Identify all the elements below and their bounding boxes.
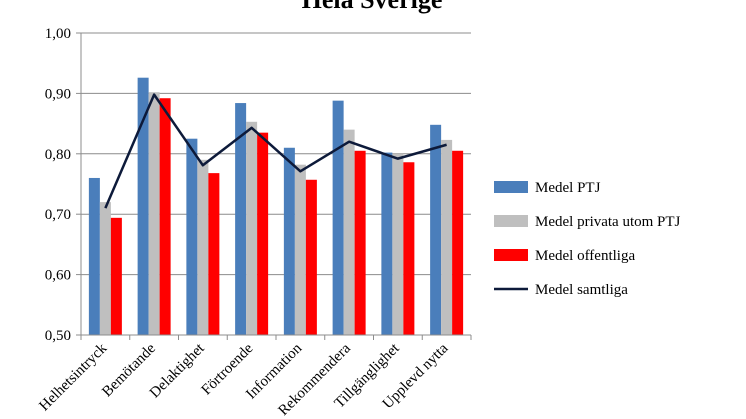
bar	[110, 217, 122, 335]
bar	[294, 164, 306, 335]
bar	[137, 77, 149, 336]
bar	[208, 173, 220, 335]
bar	[197, 159, 209, 335]
bar	[235, 103, 247, 336]
bar	[148, 92, 160, 335]
y-tick-label: 0,60	[45, 268, 71, 284]
legend-label: Medel PTJ	[535, 180, 601, 196]
bars-layer	[88, 77, 464, 336]
bar	[159, 98, 171, 336]
bar	[354, 150, 366, 335]
legend-label: Medel samtliga	[535, 282, 628, 298]
bar	[392, 153, 404, 335]
y-tick-label: 0,80	[45, 147, 71, 163]
bar	[257, 132, 269, 335]
bar	[246, 121, 258, 336]
x-tick-label: Helhetsintryck	[36, 340, 110, 414]
y-tick-label: 0,90	[45, 86, 71, 102]
y-tick-label: 0,50	[45, 328, 71, 344]
bar	[381, 152, 393, 335]
bar	[452, 150, 464, 335]
legend-label: Medel offentliga	[535, 248, 635, 264]
y-tick-label: 1,00	[45, 26, 71, 42]
legend-swatch	[494, 249, 528, 261]
bar	[403, 162, 415, 335]
bar	[88, 177, 100, 335]
bar	[332, 100, 344, 335]
bar	[305, 179, 317, 335]
line-layer	[104, 93, 447, 209]
bar	[283, 147, 295, 335]
legend-swatch	[494, 215, 528, 227]
legend-swatch	[494, 181, 528, 193]
bar	[99, 202, 111, 335]
bar	[343, 129, 355, 335]
bar	[430, 124, 442, 335]
bar	[441, 139, 453, 335]
legend-label: Medel privata utom PTJ	[535, 214, 681, 230]
y-tick-label: 0,70	[45, 207, 71, 223]
chart-title: Hela Sverige	[302, 0, 443, 14]
legend: Medel PTJ Medel privata utom PTJ Medel off…	[494, 180, 681, 298]
bar	[186, 138, 198, 335]
series-line	[104, 93, 447, 209]
